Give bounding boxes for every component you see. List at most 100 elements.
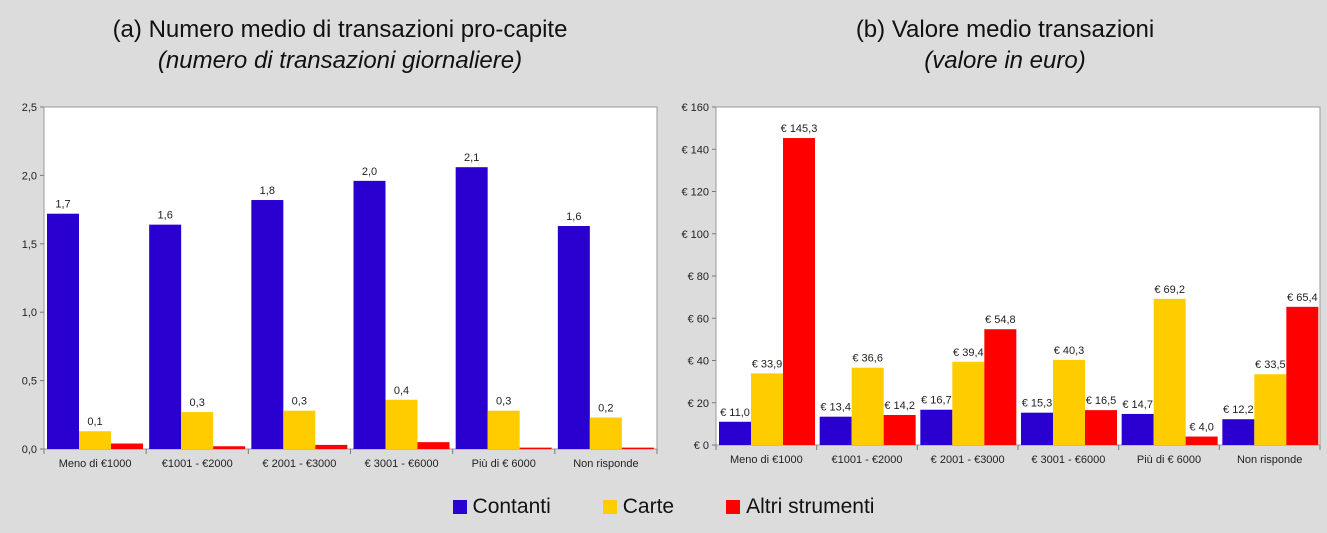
chart-b-data-label: € 54,8 <box>985 314 1016 326</box>
chart-a-data-label: 1,7 <box>55 199 70 211</box>
chart-b-ytick-label: € 0 <box>694 440 709 452</box>
chart-a-ytick-label: 0,0 <box>22 444 37 456</box>
chart-a-ytick-label: 1,0 <box>22 307 37 319</box>
chart-b-bar <box>984 329 1017 445</box>
chart-b-bar <box>1286 306 1319 445</box>
chart-b-category-label: € 3001 - €6000 <box>1031 454 1105 466</box>
chart-b-bar <box>783 138 815 445</box>
chart-a-data-label: 0,4 <box>394 385 409 397</box>
chart-b-bar <box>1121 413 1154 445</box>
chart-b-ytick-label: € 40 <box>688 356 709 368</box>
chart-b-title-block: (b) Valore medio transazioni (valore in … <box>700 14 1310 76</box>
chart-b-subtitle: (valore in euro) <box>924 47 1086 74</box>
chart-a-bar <box>519 447 552 449</box>
chart-a-category-label: € 3001 - €6000 <box>365 458 439 470</box>
chart-a-category-label: Non risponde <box>573 458 638 470</box>
chart-b-data-label: € 16,5 <box>1086 395 1117 407</box>
chart-a-bar <box>111 443 143 449</box>
chart-a-ytick-label: 1,5 <box>22 239 37 251</box>
legend-label-contanti: Contanti <box>472 495 551 518</box>
chart-b-bar <box>1153 298 1186 445</box>
chart-a-data-label: 0,3 <box>496 396 511 408</box>
legend-item-altri-strumenti: Altri strumenti <box>726 495 874 519</box>
chart-a-data-label: 1,6 <box>566 211 581 223</box>
chart-b-bar <box>883 415 916 445</box>
chart-b-bar <box>751 373 783 445</box>
chart-a-bar <box>621 447 654 449</box>
chart-a-data-label: 2,0 <box>362 166 377 178</box>
chart-a-bar <box>315 444 348 449</box>
chart-b-data-label: € 145,3 <box>781 123 818 135</box>
chart-b-data-label: € 65,4 <box>1287 292 1318 304</box>
legend-item-contanti: Contanti <box>452 495 551 519</box>
chart-b-data-label: € 13,4 <box>820 402 851 414</box>
chart-b-bar <box>719 421 751 445</box>
chart-a-bar <box>79 431 111 449</box>
chart-b-bar <box>952 361 985 445</box>
chart-a-bar <box>353 180 386 449</box>
chart-a-category-label: € 2001 - €3000 <box>262 458 336 470</box>
chart-b-bar <box>1222 419 1255 445</box>
chart-a-category-label: €1001 - €2000 <box>162 458 233 470</box>
chart-b-category-label: € 2001 - €3000 <box>931 454 1005 466</box>
chart-b-category-label: Non risponde <box>1237 454 1302 466</box>
chart-b-ytick-label: € 60 <box>688 313 709 325</box>
chart-b-data-label: € 36,6 <box>852 353 883 365</box>
chart-a-bar <box>385 399 418 449</box>
chart-a-title: (a) Numero medio di transazioni pro-capi… <box>112 16 568 43</box>
chart-a-svg: 0,0 0,5 1,0 1,5 2,0 2,5 1,7 0,1 Meno di €1000 1,6… <box>0 92 663 472</box>
chart-a-bar <box>213 446 246 449</box>
chart-a-data-label: 0,1 <box>87 416 102 428</box>
chart-b-ytick-label: € 80 <box>688 271 709 283</box>
legend-label-altri-strumenti: Altri strumenti <box>746 495 875 518</box>
chart-a-category-label: Meno di €1000 <box>59 458 132 470</box>
chart-b-svg: € 0 € 20 € 40 € 60 € 80 € 100 € 120 € 140 € 160 €… <box>663 92 1327 472</box>
chart-a-subtitle: (numero di transazioni giornaliere) <box>157 47 523 74</box>
chart-a-bar <box>181 412 214 449</box>
chart-b-data-label: € 16,7 <box>921 395 952 407</box>
chart-b-bar <box>1021 412 1053 445</box>
chart-a-bar <box>251 200 284 449</box>
legend: Contanti Carte Altri strumenti <box>0 495 1327 519</box>
chart-b-bar <box>1053 359 1085 445</box>
chart-b-ytick-label: € 160 <box>681 102 709 114</box>
chart-a-data-label: 0,3 <box>292 396 307 408</box>
chart-b-ytick-label: € 20 <box>688 398 709 410</box>
chart-a-ytick-label: 2,0 <box>22 170 37 182</box>
chart-b-category-label: Meno di €1000 <box>730 454 803 466</box>
chart-b-data-label: € 39,4 <box>953 347 984 359</box>
chart-b-data-label: € 14,2 <box>884 400 915 412</box>
chart-b-data-label: € 33,9 <box>752 358 783 370</box>
chart-b-data-label: € 33,5 <box>1255 359 1286 371</box>
legend-label-carte: Carte <box>622 495 675 518</box>
chart-b-bar <box>920 409 953 445</box>
chart-b-bar <box>851 367 884 445</box>
chart-b-bar <box>1185 436 1218 445</box>
chart-a-data-label: 2,1 <box>464 152 479 164</box>
chart-a-bar <box>589 417 622 449</box>
chart-b-data-label: € 12,2 <box>1223 404 1254 416</box>
chart-a-data-label: 1,6 <box>158 210 173 222</box>
legend-swatch-altri-strumenti <box>726 500 741 514</box>
chart-a-bar <box>149 224 182 449</box>
chart-a-data-label: 1,8 <box>260 185 275 197</box>
chart-b-ytick-label: € 120 <box>681 187 709 199</box>
chart-b-data-label: € 15,3 <box>1022 398 1053 410</box>
chart-a-data-label: 0,3 <box>190 397 205 409</box>
chart-b-data-label: € 40,3 <box>1054 345 1085 357</box>
chart-b-bar <box>1085 410 1117 445</box>
chart-a-plot-area <box>43 106 658 450</box>
chart-b-bar <box>819 416 852 445</box>
chart-b-plot-area <box>715 106 1321 446</box>
chart-a-ytick-label: 2,5 <box>22 102 37 114</box>
chart-b-data-label: € 4,0 <box>1189 422 1213 434</box>
chart-b-ytick-label: € 100 <box>681 229 709 241</box>
chart-a-panel: 0,0 0,5 1,0 1,5 2,0 2,5 1,7 0,1 Meno di €1000 1,6… <box>0 92 663 477</box>
chart-b-category-label: Più di € 6000 <box>1137 454 1201 466</box>
chart-a-bar <box>487 410 520 449</box>
chart-b-ytick-label: € 140 <box>681 144 709 156</box>
chart-b-panel: € 0 € 20 € 40 € 60 € 80 € 100 € 120 € 140 € 160 €… <box>663 92 1327 477</box>
chart-a-category-label: Più di € 6000 <box>472 458 536 470</box>
chart-b-title: (b) Valore medio transazioni <box>855 16 1155 43</box>
legend-swatch-carte <box>602 500 617 514</box>
